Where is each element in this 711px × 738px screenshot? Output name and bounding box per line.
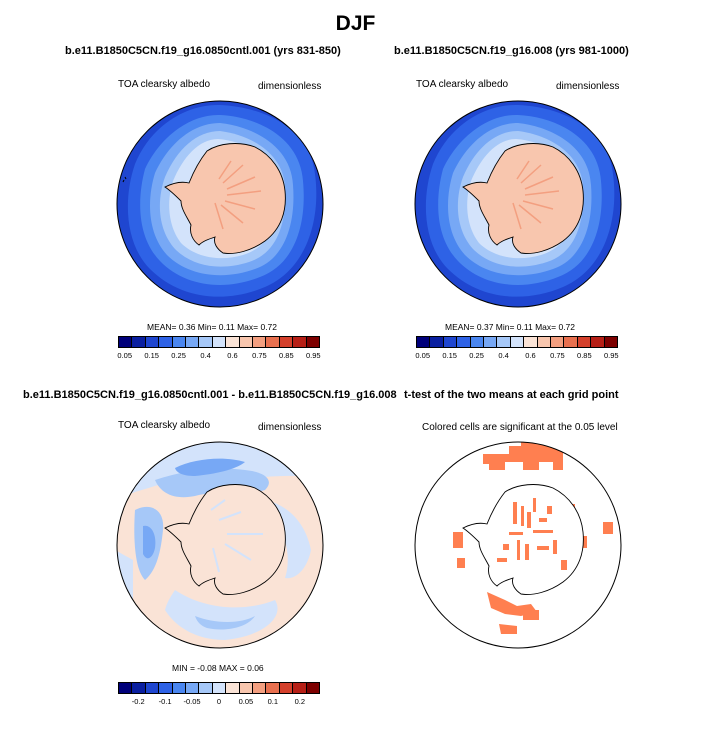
colorbar-swatch — [253, 337, 267, 347]
colorbar-swatch — [591, 337, 605, 347]
colorbar-swatch — [564, 337, 578, 347]
colorbar-swatch — [604, 337, 618, 347]
panel2-colorbar — [416, 336, 618, 348]
panel3-polar-map — [116, 441, 324, 649]
colorbar-swatch — [119, 337, 133, 347]
colorbar-swatch — [266, 683, 280, 693]
colorbar-swatch — [132, 683, 146, 693]
colorbar-tick-label: 0.05 — [117, 351, 133, 360]
panel3-units-label: dimensionless — [258, 422, 322, 433]
colorbar-swatch — [443, 337, 458, 347]
colorbar-tick-label: 0.2 — [294, 697, 306, 706]
figure-title: DJF — [335, 12, 376, 35]
colorbar-swatch — [253, 683, 267, 693]
colorbar-swatch — [306, 337, 320, 347]
colorbar-tick-label: 0.15 — [442, 351, 457, 360]
colorbar-tick-label: 0.6 — [525, 351, 536, 360]
colorbar-swatch — [145, 337, 160, 347]
colorbar-swatch — [172, 337, 187, 347]
colorbar-swatch — [457, 337, 471, 347]
colorbar-swatch — [293, 337, 307, 347]
panel1-units-label: dimensionless — [258, 81, 322, 92]
colorbar-tick-label: 0.1 — [267, 697, 279, 706]
colorbar-swatch — [484, 337, 498, 347]
colorbar-swatch — [159, 683, 173, 693]
colorbar-tick-label: 0 — [216, 697, 222, 706]
colorbar-swatch — [470, 337, 485, 347]
colorbar-swatch — [119, 683, 133, 693]
panel3-variable-label: TOA clearsky albedo — [118, 420, 211, 431]
colorbar-swatch — [212, 337, 227, 347]
colorbar-swatch — [293, 683, 307, 693]
colorbar-swatch — [537, 337, 552, 347]
panel2-polar-map — [414, 100, 622, 308]
colorbar-tick-label: 0.85 — [577, 351, 592, 360]
panel1-variable-label: TOA clearsky albedo — [118, 79, 211, 90]
colorbar-swatch — [306, 683, 320, 693]
colorbar-swatch — [226, 337, 240, 347]
colorbar-tick-label: 0.75 — [550, 351, 565, 360]
colorbar-swatch — [430, 337, 444, 347]
panel2-variable-label: TOA clearsky albedo — [416, 79, 509, 90]
panel2-units-label: dimensionless — [556, 81, 620, 92]
colorbar-tick-label: 0.25 — [171, 351, 186, 360]
panel3-title: b.e11.B1850C5CN.f19_g16.0850cntl.001 - b… — [23, 389, 397, 401]
colorbar-swatch — [577, 337, 592, 347]
colorbar-swatch — [279, 337, 294, 347]
panel3-colorbar — [118, 682, 320, 694]
colorbar-tick-label: 0.75 — [252, 351, 267, 360]
colorbar-tick-label: 0.4 — [200, 351, 211, 360]
colorbar-swatch — [226, 683, 240, 693]
colorbar-swatch — [239, 337, 254, 347]
colorbar-swatch — [186, 683, 200, 693]
colorbar-swatch — [417, 337, 431, 347]
colorbar-swatch — [239, 683, 254, 693]
colorbar-swatch — [212, 683, 227, 693]
panel2-colorbar-ticks: 0.05 0.15 0.25 0.4 0.6 0.75 0.85 0.95 — [415, 351, 619, 363]
colorbar-swatch — [279, 683, 294, 693]
panel1-colorbar — [118, 336, 320, 348]
colorbar-tick-label: 0.95 — [305, 351, 321, 360]
colorbar-tick-label: 0.4 — [498, 351, 509, 360]
colorbar-swatch — [199, 337, 213, 347]
panel2-stats: MEAN= 0.37 Min= 0.11 Max= 0.72 — [445, 322, 576, 332]
panel1-title: b.e11.B1850C5CN.f19_g16.0850cntl.001 (yr… — [65, 45, 341, 57]
colorbar-tick-label: 0.25 — [469, 351, 484, 360]
colorbar-swatch — [159, 337, 173, 347]
colorbar-tick-label: -0.05 — [183, 697, 201, 706]
colorbar-tick-label: -0.2 — [131, 697, 145, 706]
colorbar-tick-label: 0.6 — [227, 351, 238, 360]
colorbar-swatch — [510, 337, 525, 347]
colorbar-tick-label: 0.05 — [238, 697, 254, 706]
colorbar-swatch — [199, 683, 213, 693]
colorbar-tick-label: -0.1 — [158, 697, 172, 706]
colorbar-swatch — [551, 337, 565, 347]
colorbar-swatch — [186, 337, 200, 347]
panel2-title: b.e11.B1850C5CN.f19_g16.008 (yrs 981-100… — [394, 45, 629, 57]
colorbar-swatch — [132, 337, 146, 347]
colorbar-swatch — [266, 337, 280, 347]
panel3-stats: MIN = -0.08 MAX = 0.06 — [172, 663, 264, 673]
panel3-colorbar-ticks: -0.2 -0.1 -0.05 0 0.05 0.1 0.2 — [118, 697, 320, 709]
colorbar-tick-label: 0.85 — [279, 351, 294, 360]
panel4-polar-map — [414, 441, 622, 649]
panel1-polar-map — [116, 100, 324, 308]
colorbar-swatch — [524, 337, 538, 347]
colorbar-swatch — [172, 683, 187, 693]
panel1-stats: MEAN= 0.36 Min= 0.11 Max= 0.72 — [147, 322, 278, 332]
colorbar-swatch — [497, 337, 511, 347]
panel1-colorbar-ticks: 0.05 0.15 0.25 0.4 0.6 0.75 0.85 0.95 — [117, 351, 321, 363]
colorbar-tick-label: 0.95 — [603, 351, 619, 360]
colorbar-tick-label: 0.15 — [144, 351, 159, 360]
colorbar-swatch — [145, 683, 160, 693]
panel4-title: t-test of the two means at each grid poi… — [404, 389, 619, 401]
colorbar-tick-label: 0.05 — [415, 351, 431, 360]
panel4-significance-label: Colored cells are significant at the 0.0… — [422, 422, 618, 433]
